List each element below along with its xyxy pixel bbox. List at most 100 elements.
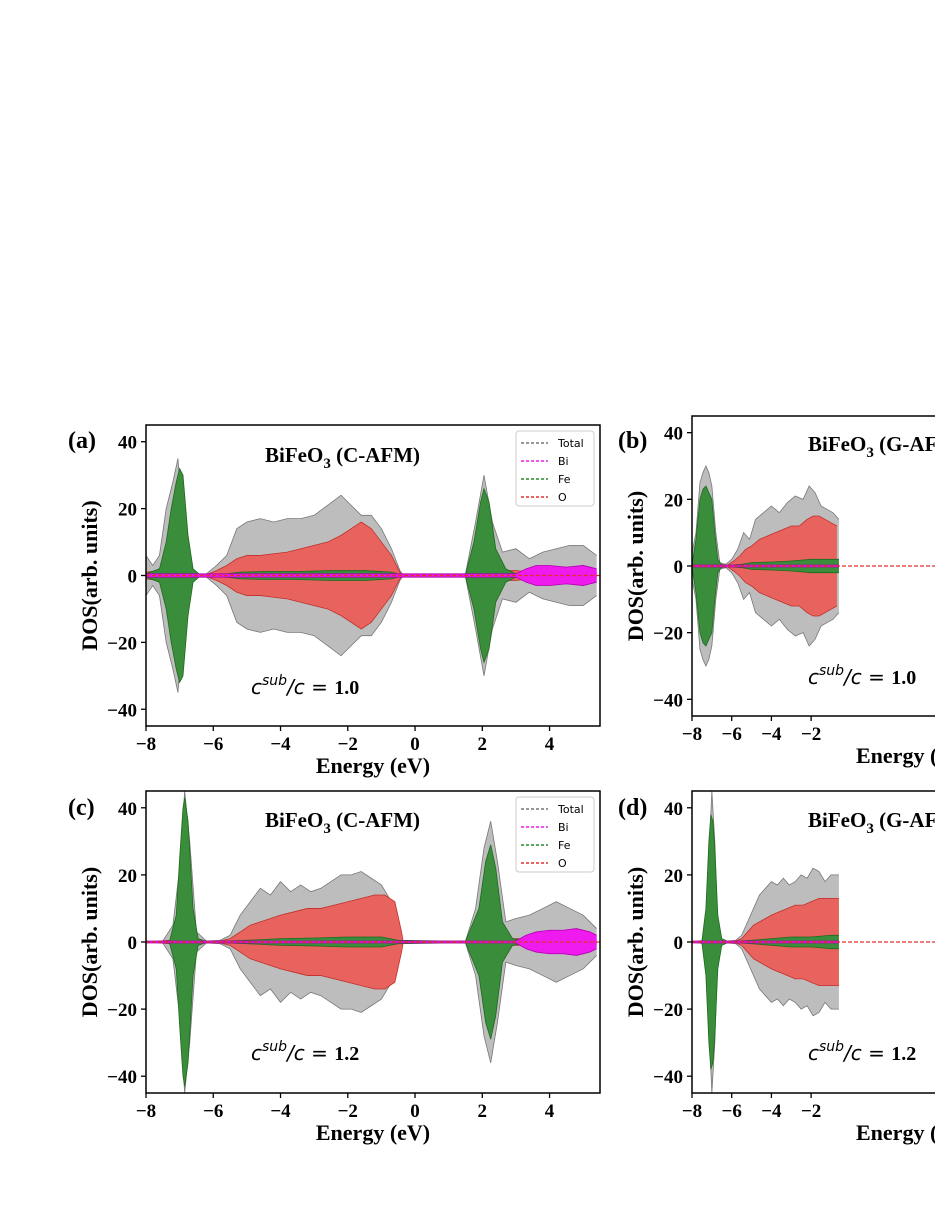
ratio-sep: /c = [842, 1041, 891, 1065]
y-tick-label: −40 [107, 1067, 137, 1088]
series-fe-edge-down [146, 941, 597, 1087]
plot-title: BiFeO3 (C-AFM) [265, 808, 420, 837]
series-total-edge-up [692, 791, 839, 943]
x-tick-label: 0 [410, 734, 420, 755]
title-subscript: 3 [323, 456, 331, 472]
y-axis-title: DOS(arb. units) [77, 500, 102, 650]
y-tick-label: 40 [664, 424, 683, 445]
series-total-edge-down [146, 941, 597, 1093]
y-tick-label: −20 [653, 1000, 683, 1021]
series-total-edge-down [692, 567, 840, 667]
x-tick-label: −6 [203, 734, 223, 755]
x-tick-label: 0 [410, 1101, 420, 1122]
series-total-edge-up [692, 465, 840, 565]
ratio-superscript: sub [262, 673, 287, 689]
y-tick-label: 40 [118, 799, 137, 820]
x-tick-label: −4 [270, 1101, 291, 1122]
x-tick-label: −2 [801, 1101, 821, 1122]
y-tick-label: 40 [664, 799, 683, 820]
series-bi-edge-down [146, 576, 597, 586]
x-tick-label: −8 [682, 1101, 702, 1122]
plot-title: BiFeO3 (C-AFM) [265, 443, 420, 472]
series-fe-edge-up [692, 814, 839, 943]
title-subscript: 3 [323, 821, 331, 837]
ratio-sep: /c = [842, 665, 891, 689]
ratio-superscript: sub [262, 1039, 287, 1055]
title-rest: (G-AFM) [874, 808, 935, 832]
ratio-c: c [251, 675, 262, 699]
title-formula: BiFeO [265, 808, 323, 832]
series-fe-edge-down [692, 941, 839, 1070]
series-bi-edge-down [146, 942, 597, 956]
title-formula: BiFeO [265, 443, 323, 467]
x-tick-label: 4 [545, 734, 555, 755]
ratio-superscript: sub [819, 1039, 844, 1055]
y-tick-label: −40 [653, 1067, 683, 1088]
ratio-annotation: csub/c = 1.2 [808, 1039, 916, 1065]
y-tick-label: 0 [674, 933, 684, 954]
y-tick-label: −40 [653, 690, 683, 711]
x-axis-title: Energy (eV) [856, 743, 935, 768]
x-tick-label: 4 [545, 1101, 555, 1122]
x-tick-label: 2 [478, 734, 488, 755]
legend-label-o: O [558, 491, 567, 504]
title-rest: (C-AFM) [331, 443, 420, 467]
title-rest: (C-AFM) [331, 808, 420, 832]
x-tick-label: −6 [203, 1101, 223, 1122]
panel-label: (a) [68, 428, 96, 454]
y-tick-label: 20 [664, 490, 683, 511]
y-tick-label: 0 [674, 557, 684, 578]
panel-label: (b) [618, 428, 647, 454]
legend-label-fe: Fe [558, 839, 571, 852]
series-bi-edge-up [146, 928, 597, 942]
ratio-c: c [808, 1041, 819, 1065]
x-tick-label: −4 [761, 724, 782, 745]
ratio-annotation: csub/c = 1.0 [251, 673, 359, 699]
y-axis-title: DOS(arb. units) [623, 867, 648, 1017]
legend: Total Bi Fe O [515, 796, 595, 873]
panel-label: (d) [618, 795, 647, 821]
x-tick-label: −2 [338, 1101, 358, 1122]
legend-label-o: O [558, 857, 567, 870]
x-tick-label: −8 [136, 1101, 156, 1122]
title-formula: BiFeO [808, 808, 866, 832]
title-subscript: 3 [866, 445, 874, 461]
y-tick-label: −40 [107, 700, 137, 721]
title-formula: BiFeO [808, 432, 866, 456]
panel-d: −8 −6 −4 −2 −40 −20 0 20 40 (d) DOS(arb. units) Ene… [618, 790, 935, 1145]
ratio-annotation: csub/c = 1.2 [251, 1039, 359, 1065]
series-fe-edge-down [692, 566, 839, 647]
x-tick-label: −4 [270, 734, 291, 755]
y-axis-title: DOS(arb. units) [77, 867, 102, 1017]
ratio-sep: /c = [285, 1041, 334, 1065]
x-tick-label: −2 [338, 734, 358, 755]
ratio-c: c [808, 665, 819, 689]
x-tick-label: −8 [136, 734, 156, 755]
ratio-superscript: sub [819, 663, 844, 679]
x-axis-title: Energy (eV) [316, 1120, 430, 1145]
series-fe-edge-up [146, 467, 597, 576]
x-axis-title: Energy (eV) [856, 1120, 935, 1145]
panel-b: −8 −6 −4 −2 −40 −20 0 20 40 (b) DOS(arb. units) Ene… [618, 415, 935, 768]
ratio-value: 1.0 [334, 677, 359, 699]
x-tick-label: 2 [478, 1101, 488, 1122]
series-total-edge-up [146, 791, 597, 943]
x-tick-label: −6 [722, 724, 742, 745]
ratio-annotation: csub/c = 1.0 [808, 663, 916, 689]
legend-label-total: Total [557, 437, 584, 450]
series-fe-edge-up [146, 797, 597, 943]
y-tick-label: 40 [118, 433, 137, 454]
plot-area [692, 465, 935, 667]
ratio-value: 1.0 [891, 667, 916, 689]
title-rest: (G-AFM) [874, 432, 935, 456]
y-tick-label: −20 [653, 624, 683, 645]
x-tick-label: −4 [761, 1101, 782, 1122]
x-axis-title: Energy (eV) [316, 753, 430, 778]
legend-label-total: Total [557, 803, 584, 816]
y-tick-label: −20 [107, 633, 137, 654]
plot-area [146, 791, 600, 1093]
